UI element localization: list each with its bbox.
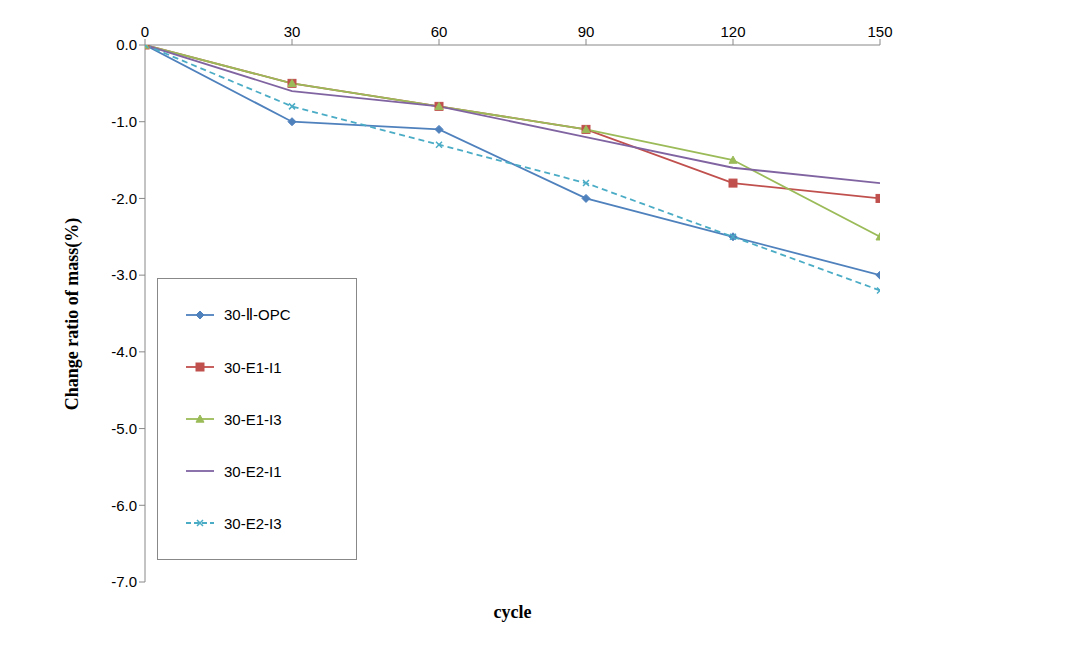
svg-text:90: 90 [578,23,595,40]
svg-text:-3.0: -3.0 [111,266,137,283]
svg-text:-1.0: -1.0 [111,113,137,130]
html-text:30-E2-I1: 30-E2-I1 [224,462,282,480]
svg-text:30: 30 [284,23,301,40]
svg-text:0: 0 [141,23,149,40]
html-text:30-E2-I3: 30-E2-I3 [224,514,282,532]
html-text:30-E1-I3: 30-E1-I3 [224,410,282,428]
html-text:30-E1-I1: 30-E1-I1 [224,358,282,376]
svg-text:-7.0: -7.0 [111,573,137,590]
html-text:cycle: cycle [493,601,532,622]
svg-text:-4.0: -4.0 [111,343,137,360]
svg-text:-5.0: -5.0 [111,420,137,437]
html-text:30-Ⅱ-OPC: 30-Ⅱ-OPC [224,306,291,323]
svg-text:150: 150 [867,23,892,40]
svg-text:60: 60 [431,23,448,40]
svg-text:-2.0: -2.0 [111,190,137,207]
svg-text:0.0: 0.0 [116,36,137,53]
html-text:Change ratio of mass(%): Change ratio of mass(%) [61,217,82,410]
svg-text:-6.0: -6.0 [111,497,137,514]
svg-text:120: 120 [720,23,745,40]
